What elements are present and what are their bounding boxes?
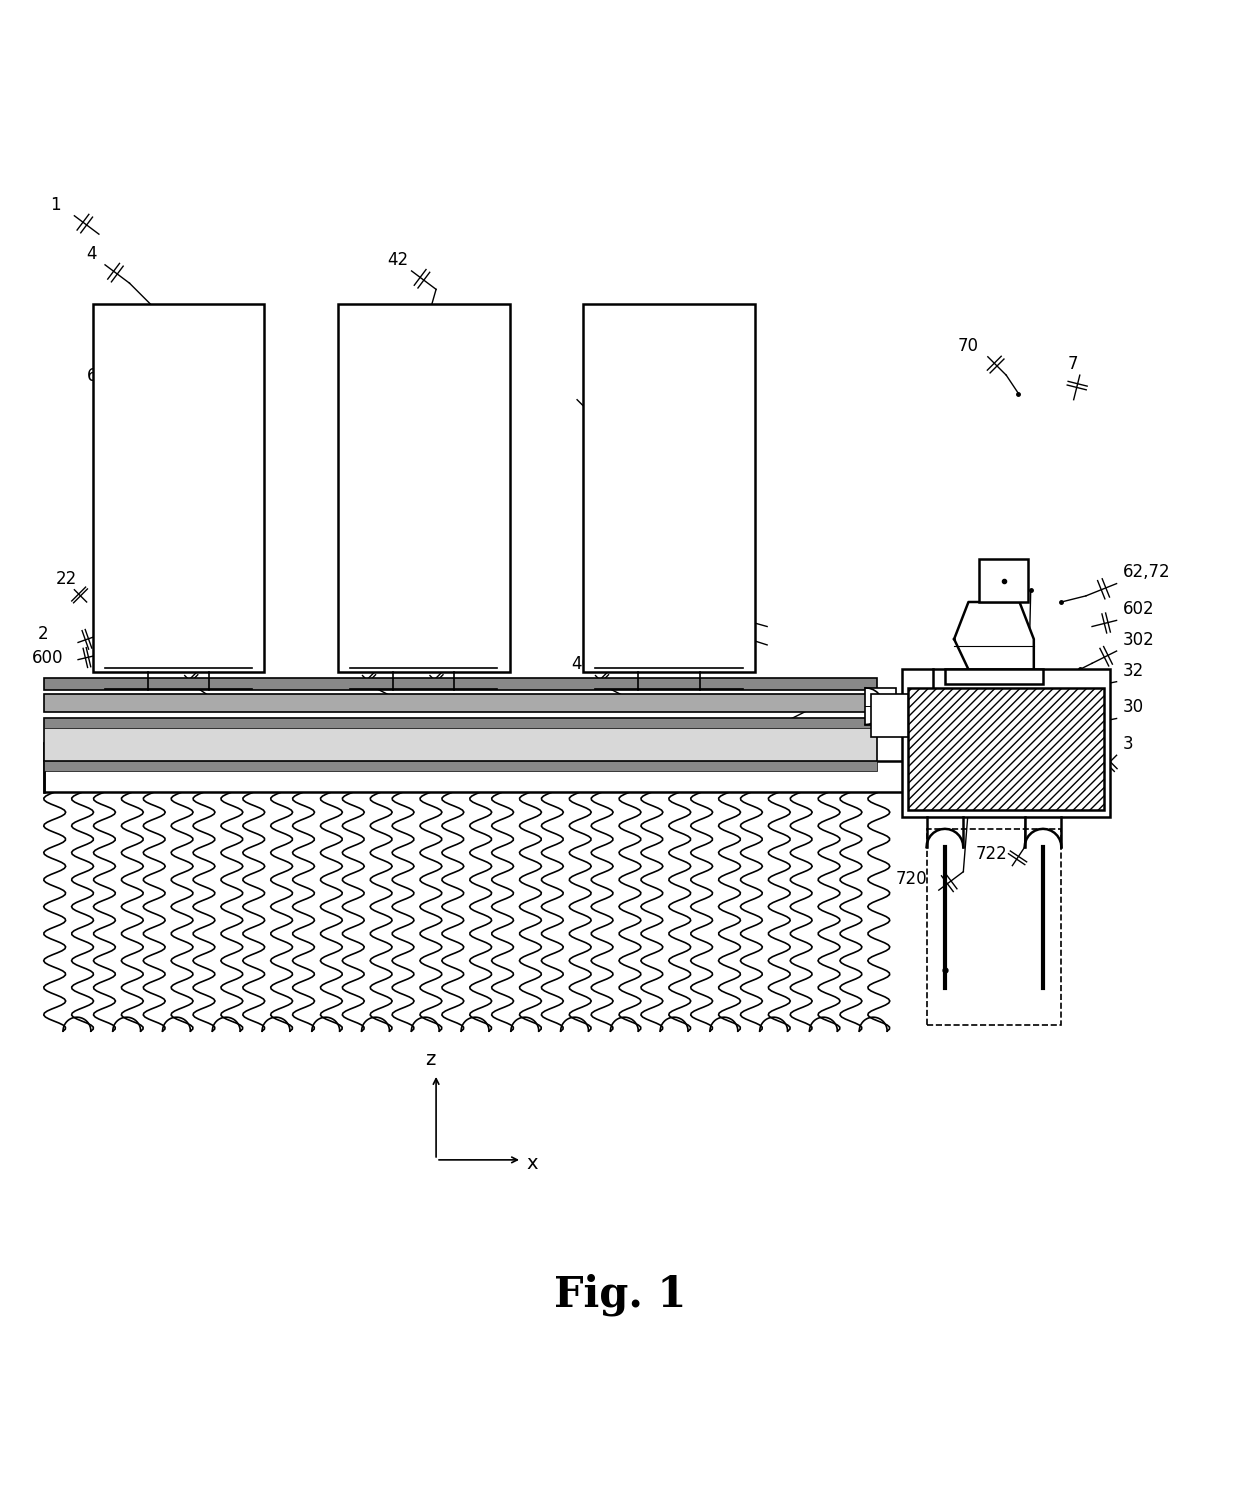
Text: 70: 70 [957,337,978,355]
Text: 6: 6 [589,386,600,404]
Text: 26: 26 [216,545,237,563]
Text: 22: 22 [56,569,77,587]
Bar [901,669,1111,817]
Text: 204: 204 [687,600,719,618]
Text: 60: 60 [87,367,108,385]
Bar [908,688,1105,810]
Text: 4: 4 [87,245,97,263]
Text: 3: 3 [1122,736,1133,753]
Text: 42: 42 [387,251,408,269]
Bar [866,688,895,725]
Text: 302: 302 [1122,632,1154,649]
Bar [926,829,1061,1025]
Polygon shape [954,602,1034,669]
Text: z: z [425,1049,435,1068]
Text: 30: 30 [1122,698,1143,716]
Text: 40: 40 [412,655,433,673]
Text: 7: 7 [1068,355,1078,373]
Bar [945,669,1043,684]
Bar [583,305,755,672]
Bar [93,305,264,672]
Text: Fig. 1: Fig. 1 [554,1274,686,1317]
Text: 722: 722 [976,846,1007,863]
Text: 222: 222 [339,655,370,673]
Bar [43,761,878,771]
Bar [43,718,878,728]
Bar [872,694,908,737]
Text: 400: 400 [570,655,603,673]
Text: 62,72: 62,72 [1122,563,1171,581]
Text: 32: 32 [1122,661,1145,679]
Bar [43,718,878,761]
Text: 600: 600 [31,649,63,667]
Text: 46: 46 [730,736,751,753]
Text: 604: 604 [687,624,719,643]
Bar [980,559,1028,602]
Bar [43,694,878,712]
Bar [339,305,510,672]
Text: 720: 720 [895,869,928,889]
Text: 2: 2 [37,624,48,643]
Text: 24: 24 [112,569,133,587]
Bar [43,761,976,792]
Bar [43,678,878,691]
Text: 602: 602 [1122,600,1154,618]
Text: 1: 1 [50,196,61,214]
Text: x: x [526,1155,537,1172]
Text: 202,402: 202,402 [154,655,223,673]
